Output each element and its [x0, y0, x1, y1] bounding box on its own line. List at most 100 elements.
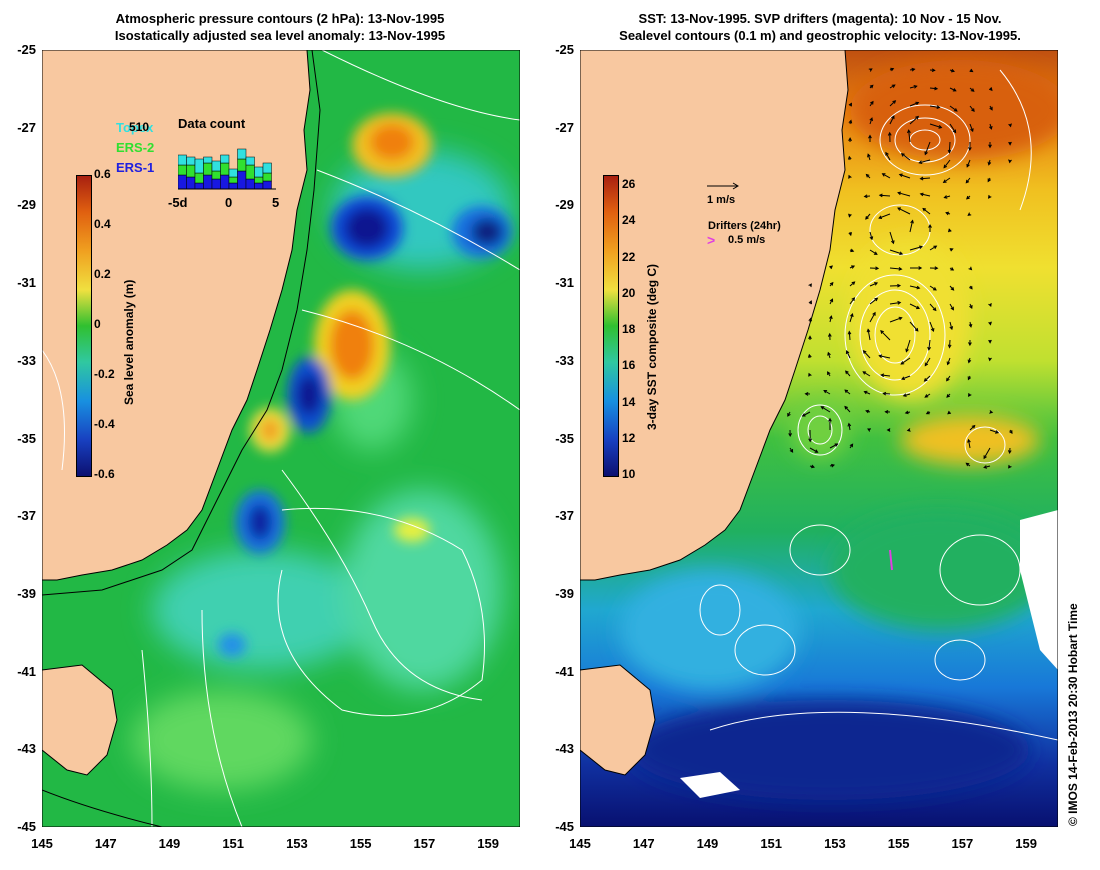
velocity-arrow — [969, 425, 976, 431]
velocity-arrow-head — [808, 372, 812, 377]
velocity-arrow — [889, 317, 902, 323]
velocity-arrow-head — [945, 211, 950, 216]
velocity-arrow-head — [827, 332, 832, 337]
velocity-arrow-head — [870, 100, 874, 105]
velocity-arrow-head — [875, 266, 880, 271]
lon-tick-label: 159 — [477, 836, 499, 851]
velocity-arrow-head — [891, 115, 895, 120]
velocity-arrow-head — [987, 178, 991, 183]
velocity-arrow-head — [850, 248, 855, 253]
velocity-arrow-head — [906, 428, 911, 432]
colorbar-tick-label: -0.4 — [94, 417, 115, 431]
velocity-arrow-head — [897, 300, 902, 305]
right-title-line2: Sealevel contours (0.1 m) and geostrophi… — [619, 28, 1021, 43]
velocity-arrow-head — [967, 376, 972, 381]
velocity-arrow-head — [971, 424, 976, 429]
velocity-arrow — [969, 105, 975, 112]
velocity-arrow-head — [988, 144, 992, 149]
velocity-arrow-head — [890, 240, 895, 245]
lat-tick-label: -35 — [555, 430, 574, 446]
velocity-arrow — [862, 371, 871, 377]
velocity-arrow-head — [969, 68, 974, 73]
velocity-arrow — [878, 213, 891, 219]
velocity-arrow-head — [918, 245, 924, 250]
velocity-arrow-head — [914, 327, 919, 332]
velocity-arrow — [929, 105, 940, 108]
right-map-panel[interactable] — [580, 50, 1058, 827]
velocity-arrow-head — [949, 248, 954, 252]
velocity-arrow-head — [901, 376, 905, 380]
velocity-arrow-head — [827, 371, 831, 376]
histogram-bar — [211, 160, 221, 172]
velocity-arrow-head — [830, 463, 836, 468]
velocity-arrow-head — [878, 215, 883, 219]
velocity-arrow-head — [874, 282, 879, 286]
velocity-arrow-head — [865, 409, 870, 414]
colorbar-tick-label: 22 — [622, 249, 636, 264]
lon-tick-label: 149 — [158, 836, 181, 851]
velocity-arrow — [879, 355, 891, 359]
velocity-arrow-head — [862, 371, 867, 375]
velocity-arrow — [949, 303, 954, 310]
histogram-bar — [262, 180, 272, 190]
velocity-arrow-head — [844, 405, 848, 410]
velocity-arrow — [900, 357, 911, 365]
velocity-arrow-head — [938, 125, 943, 129]
legend-topex: Topex — [116, 120, 154, 135]
velocity-arrow-head — [890, 67, 895, 72]
velocity-arrow-head — [950, 306, 954, 311]
lat-tick-label: -45 — [17, 819, 36, 834]
histogram-bar — [220, 154, 230, 164]
velocity-arrow-head — [848, 102, 852, 107]
velocity-arrow-head — [862, 350, 867, 354]
velocity-arrow-head — [808, 335, 812, 340]
velocity-arrow-head — [933, 245, 938, 249]
lon-tick-label: 151 — [222, 836, 245, 851]
velocity-arrow — [908, 130, 911, 143]
velocity-arrow — [909, 102, 919, 107]
shelf-contour — [42, 50, 321, 596]
histogram-bar — [254, 176, 264, 184]
velocity-arrow-head — [947, 410, 952, 415]
histogram-bar — [194, 182, 204, 190]
velocity-arrow — [889, 302, 901, 305]
velocity-arrow-head — [918, 266, 923, 270]
velocity-arrow-head — [863, 390, 868, 395]
velocity-arrow-head — [932, 307, 937, 312]
histogram-bar — [211, 170, 221, 180]
lat-tick-label: -41 — [17, 663, 36, 679]
velocity-arrow — [849, 313, 853, 323]
velocity-arrow — [882, 173, 891, 179]
velocity-arrow — [848, 331, 851, 341]
velocity-arrow-head — [948, 228, 952, 233]
anomaly-eddies — [218, 113, 512, 657]
left-map-panel[interactable] — [42, 50, 520, 827]
lon-tick-label: 145 — [31, 836, 53, 851]
velocity-arrow-head — [949, 326, 954, 331]
velocity-arrow-head — [851, 265, 856, 269]
colorbar-tick-label: 10 — [622, 467, 636, 481]
velocity-arrow-head — [848, 174, 852, 179]
velocity-arrow — [920, 177, 931, 180]
velocity-arrow-head — [829, 281, 834, 286]
velocity-arrow-head — [932, 287, 937, 291]
lon-tick-label: 147 — [94, 836, 117, 851]
velocity-arrow-head — [916, 285, 921, 290]
velocity-arrow-head — [995, 430, 1000, 434]
land-tasmania — [42, 664, 118, 776]
velocity-arrow-head — [988, 87, 993, 92]
histogram-bar — [237, 170, 247, 190]
velocity-arrow — [919, 159, 931, 164]
velocity-arrow-head — [844, 389, 849, 394]
velocity-arrow-head — [880, 330, 884, 334]
lat-tick-label: -27 — [17, 119, 36, 135]
data-count-histogram — [178, 148, 276, 190]
velocity-arrow-head — [915, 115, 920, 120]
lon-tick-label: 155 — [349, 836, 372, 851]
velocity-arrow — [909, 285, 920, 289]
velocity-arrow-head — [905, 348, 909, 353]
lat-tick-label: -25 — [555, 42, 574, 57]
velocity-arrow — [922, 208, 931, 215]
velocity-arrow — [929, 303, 937, 311]
velocity-arrow-head — [969, 305, 973, 310]
